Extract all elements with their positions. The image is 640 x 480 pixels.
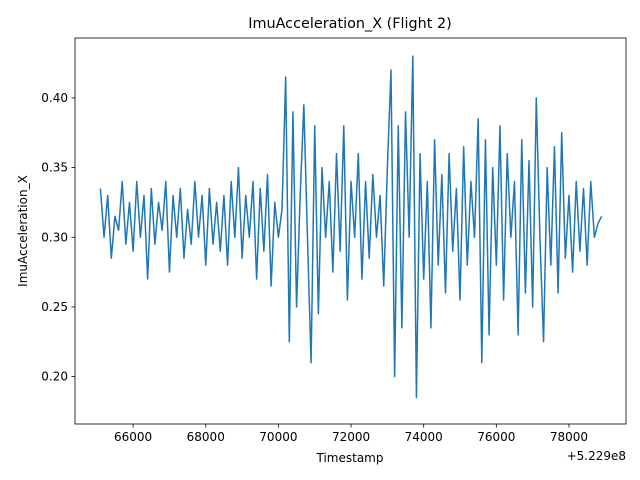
x-axis-label: Timestamp — [316, 451, 384, 465]
x-tick-label: 68000 — [187, 430, 225, 444]
y-tick-label: 0.40 — [41, 91, 68, 105]
y-tick-label: 0.20 — [41, 370, 68, 384]
x-tick-label: 70000 — [259, 430, 297, 444]
y-tick-label: 0.35 — [41, 161, 68, 175]
plot-frame — [74, 37, 627, 425]
y-tick-label: 0.30 — [41, 230, 68, 244]
chart-title: ImuAcceleration_X (Flight 2) — [248, 16, 452, 32]
y-tick-label: 0.25 — [41, 300, 68, 314]
x-tick-label: 78000 — [550, 430, 588, 444]
data-line — [99, 55, 603, 399]
y-axis-label: ImuAcceleration_X — [16, 175, 30, 287]
x-tick-label: 76000 — [477, 430, 515, 444]
x-tick-label: 72000 — [332, 430, 370, 444]
x-offset-label: +5.229e8 — [567, 449, 626, 463]
x-tick-label: 74000 — [405, 430, 443, 444]
x-tick-label: 66000 — [114, 430, 152, 444]
